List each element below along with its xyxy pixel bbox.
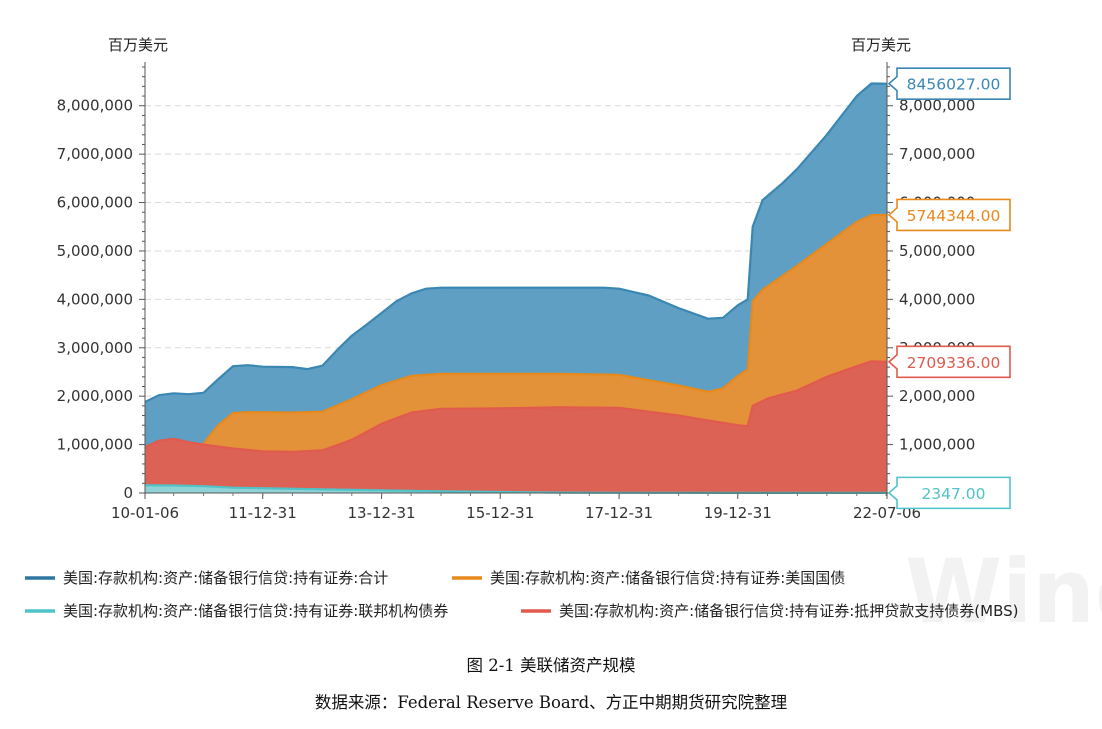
left-tick-label: 6,000,000 [57,194,133,212]
left-tick-label: 1,000,000 [57,436,133,454]
right-tick-label: 4,000,000 [899,290,975,308]
axes: 001,000,0001,000,0002,000,0002,000,0003,… [57,62,975,522]
value-callout-label: 5744344.00 [907,207,1001,225]
chart: Wind 001,000,0001,000,0002,000,0002,000,… [25,36,1102,640]
right-axis-unit: 百万美元 [851,36,911,54]
figure-caption: 图 2-1 美联储资产规模 [466,656,636,675]
legend-label: 美国:存款机构:资产:储备银行信贷:持有证券:合计 [63,569,388,587]
value-callout-box [887,345,1011,379]
value-callout-box [887,476,1011,510]
x-tick-label: 13-12-31 [348,504,416,522]
legend: 美国:存款机构:资产:储备银行信贷:持有证券:合计美国:存款机构:资产:储备银行… [25,569,1018,620]
left-axis-unit: 百万美元 [108,36,168,54]
legend-label: 美国:存款机构:资产:储备银行信贷:持有证券:联邦机构债券 [63,602,448,620]
value-callout-box [887,198,1011,232]
left-tick-label: 8,000,000 [57,97,133,115]
area-series [144,82,888,494]
x-tick-label: 10-01-06 [111,504,179,522]
area-fill-3 [145,485,887,493]
right-tick-label: 8,000,000 [899,97,975,115]
value-callout-box [887,67,1011,100]
right-tick-label: 1,000,000 [899,436,975,454]
series-line-1 [145,213,888,457]
left-tick-label: 7,000,000 [57,145,133,163]
right-tick-label: 7,000,000 [899,145,975,163]
x-tick-label: 15-12-31 [466,504,534,522]
value-callouts: 8456027.00 5744344.00 2709336.00 2347.00 [887,67,1011,510]
value-callout-label: 8456027.00 [907,76,1001,94]
area-fill-2 [145,361,887,493]
legend-label: 美国:存款机构:资产:储备银行信贷:持有证券:抵押贷款支持债券(MBS) [559,602,1018,620]
left-tick-label: 2,000,000 [57,387,133,405]
value-callout-label: 2709336.00 [907,354,1001,372]
left-tick-label: 4,000,000 [57,290,133,308]
left-tick-label: 3,000,000 [57,339,133,357]
left-tick-label: 0 [123,484,133,502]
right-tick-label: 2,000,000 [899,387,975,405]
source-caption: 数据来源：Federal Reserve Board、方正中期期货研究院整理 [314,693,788,712]
right-tick-label: 5,000,000 [899,242,975,260]
series-line-0 [144,82,888,403]
x-tick-label: 19-12-31 [704,504,772,522]
value-callout-label: 2347.00 [921,485,985,503]
legend-label: 美国:存款机构:资产:储备银行信贷:持有证券:美国国债 [490,569,845,587]
x-tick-label: 17-12-31 [585,504,653,522]
x-tick-label: 11-12-31 [229,504,297,522]
watermark-text: Wind [905,540,1102,640]
left-tick-label: 5,000,000 [57,242,133,260]
series-line-2 [144,360,888,453]
